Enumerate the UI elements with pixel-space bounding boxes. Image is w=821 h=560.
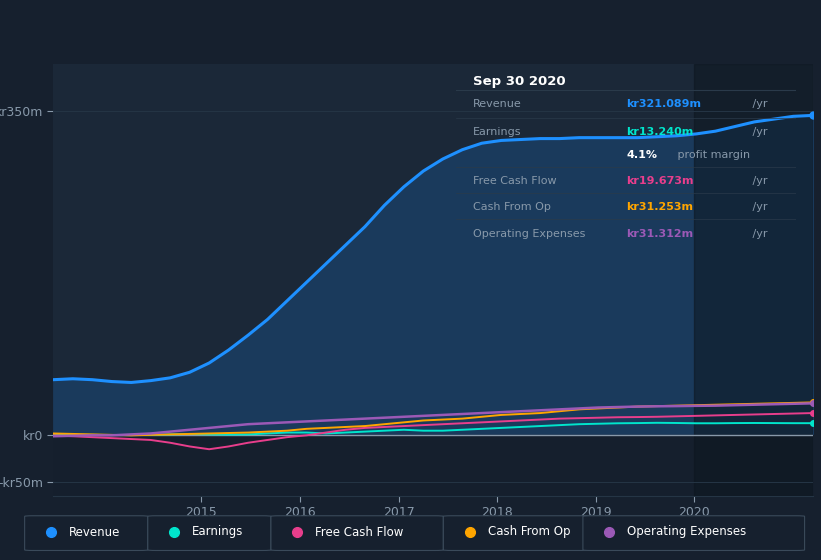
Bar xyxy=(695,64,813,496)
Text: Earnings: Earnings xyxy=(192,525,244,539)
Text: kr31.253m: kr31.253m xyxy=(626,202,693,212)
Text: /yr: /yr xyxy=(749,99,767,109)
Text: Operating Expenses: Operating Expenses xyxy=(627,525,746,539)
Text: profit margin: profit margin xyxy=(674,150,750,160)
Text: /yr: /yr xyxy=(749,228,767,239)
Text: kr321.089m: kr321.089m xyxy=(626,99,701,109)
Text: kr31.312m: kr31.312m xyxy=(626,228,693,239)
Text: Earnings: Earnings xyxy=(473,127,521,137)
Text: Operating Expenses: Operating Expenses xyxy=(473,228,585,239)
FancyBboxPatch shape xyxy=(583,516,805,550)
Text: /yr: /yr xyxy=(749,202,767,212)
Text: Cash From Op: Cash From Op xyxy=(473,202,551,212)
FancyBboxPatch shape xyxy=(443,516,608,550)
FancyBboxPatch shape xyxy=(271,516,443,550)
Text: kr13.240m: kr13.240m xyxy=(626,127,693,137)
Text: Cash From Op: Cash From Op xyxy=(488,525,570,539)
Text: kr19.673m: kr19.673m xyxy=(626,176,694,186)
Text: 4.1%: 4.1% xyxy=(626,150,657,160)
Text: Revenue: Revenue xyxy=(69,525,121,539)
Text: Free Cash Flow: Free Cash Flow xyxy=(473,176,557,186)
Text: /yr: /yr xyxy=(749,176,767,186)
FancyBboxPatch shape xyxy=(148,516,271,550)
Text: Revenue: Revenue xyxy=(473,99,521,109)
FancyBboxPatch shape xyxy=(25,516,148,550)
Text: /yr: /yr xyxy=(749,127,767,137)
Text: Sep 30 2020: Sep 30 2020 xyxy=(473,74,566,88)
Text: Free Cash Flow: Free Cash Flow xyxy=(315,525,404,539)
